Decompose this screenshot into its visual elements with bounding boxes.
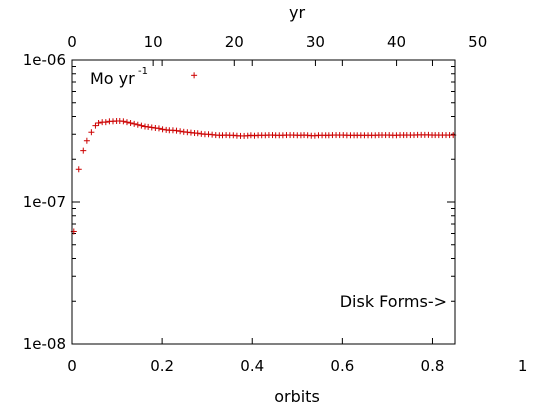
data-point xyxy=(131,120,138,127)
x-tick-label: 0.8 xyxy=(421,357,445,375)
y-tick-label: 1e-08 xyxy=(23,335,66,353)
data-point xyxy=(88,129,95,136)
data-point xyxy=(123,119,130,126)
data-point xyxy=(194,130,201,137)
x-tick-label: 0.2 xyxy=(150,357,174,375)
data-point xyxy=(83,137,90,144)
data-point xyxy=(173,127,180,134)
x-tick-label: 0.4 xyxy=(240,357,264,375)
x2-tick-label: 10 xyxy=(144,33,163,51)
x2-tick-label: 40 xyxy=(387,33,406,51)
x2-tick-label: 30 xyxy=(306,33,325,51)
x2-tick-label: 20 xyxy=(225,33,244,51)
x2-tick-label: 50 xyxy=(468,33,487,51)
data-point xyxy=(155,125,162,132)
disk-forms-annotation: Disk Forms-> xyxy=(340,292,447,311)
x-tick-label: 0 xyxy=(67,357,77,375)
data-point xyxy=(95,120,102,127)
y-tick-label: 1e-06 xyxy=(23,51,66,69)
data-point xyxy=(138,122,145,129)
x2-tick-label: 0 xyxy=(67,33,77,51)
data-point xyxy=(80,147,87,154)
y-tick-label: 1e-07 xyxy=(23,193,66,211)
plot-frame xyxy=(71,59,456,345)
data-point xyxy=(92,122,99,129)
units-annotation: Mo yr xyxy=(90,69,135,88)
data-point xyxy=(145,123,152,130)
x-tick-label: 0.6 xyxy=(330,357,354,375)
x2-axis-label: yr xyxy=(289,3,305,22)
data-point xyxy=(75,166,82,173)
units-annotation-superscript: -1 xyxy=(138,66,148,77)
data-point xyxy=(191,72,198,79)
data-point xyxy=(127,120,134,127)
data-point xyxy=(102,119,109,126)
data-point xyxy=(159,126,166,133)
points-layer xyxy=(70,72,457,235)
data-point xyxy=(148,124,155,131)
x-axis-label: orbits xyxy=(274,387,320,406)
data-point xyxy=(134,121,141,128)
data-point xyxy=(177,128,184,135)
data-point xyxy=(120,118,127,125)
x-tick-label: 1 xyxy=(518,357,528,375)
